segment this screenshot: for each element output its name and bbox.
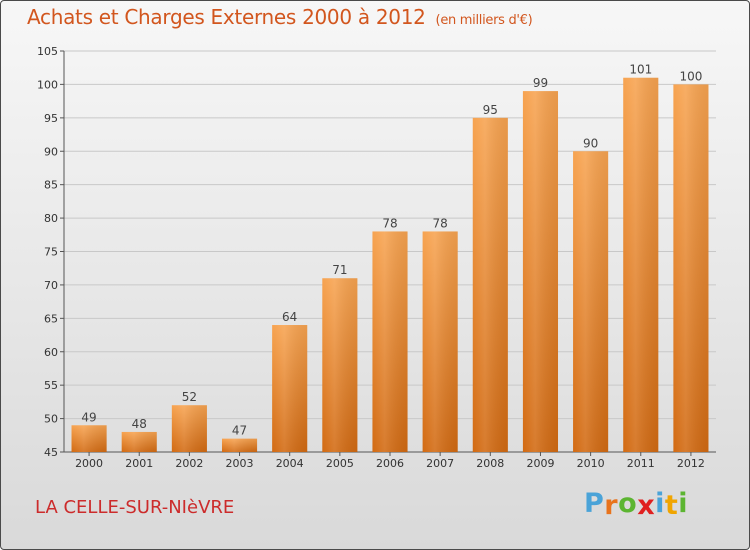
bar-value-label: 78: [433, 216, 448, 230]
x-tick-label: 2010: [577, 457, 605, 470]
y-tick-label: 60: [44, 346, 58, 359]
bar-highlight-2009: [522, 91, 559, 452]
x-tick-label: 2000: [75, 457, 103, 470]
bar-highlight-2005: [322, 278, 358, 452]
bar-highlight-2012: [673, 84, 709, 453]
bar-highlight-2002: [171, 405, 207, 452]
chart-title: Achats et Charges Externes 2000 à 2012 (e…: [27, 5, 533, 29]
bar-highlight-2004: [272, 325, 308, 452]
chart-title-text: Achats et Charges Externes 2000 à 2012: [27, 5, 426, 29]
proxiti-logo: Proxiti: [584, 488, 689, 521]
bar-highlight-2010: [573, 151, 609, 452]
y-tick-label: 45: [44, 446, 58, 459]
y-tick-label: 80: [44, 212, 58, 225]
logo-letter: i: [678, 488, 689, 519]
y-tick-label: 75: [44, 246, 58, 259]
bar-value-label: 101: [629, 63, 652, 77]
bar-highlight-2006: [372, 231, 408, 452]
y-tick-label: 105: [37, 45, 58, 58]
bar-value-label: 49: [81, 410, 96, 424]
x-tick-label: 2006: [376, 457, 404, 470]
x-tick-label: 2012: [677, 457, 705, 470]
logo-letter: r: [604, 490, 619, 521]
y-tick-label: 90: [44, 145, 58, 158]
bars: [71, 77, 709, 453]
logo-letter: t: [664, 490, 679, 521]
axes: 45 50 55 60 65 70 75 80 85 90 95 100 105 2000 2001 2002…: [37, 45, 716, 470]
data-labels: 49 48 52 47 64 71 78 78 95 99 90 101 100: [81, 63, 702, 438]
bar-value-label: 52: [182, 390, 197, 404]
x-tick-label: 2009: [526, 457, 554, 470]
y-tick-label: 95: [44, 112, 58, 125]
bar-highlight-2007: [422, 231, 458, 452]
bar-highlight-2001: [121, 431, 157, 452]
y-tick-label: 85: [44, 179, 58, 192]
bar-value-label: 47: [232, 424, 247, 438]
x-tick-label: 2011: [627, 457, 655, 470]
bar-value-label: 95: [483, 103, 498, 117]
bar-value-label: 100: [679, 69, 702, 83]
bar-highlight-2011: [623, 77, 659, 452]
x-tick-label: 2008: [476, 457, 504, 470]
x-tick-label: 2003: [226, 457, 254, 470]
bar-value-label: 90: [583, 136, 598, 150]
logo-letter: P: [584, 488, 605, 519]
x-tick-label: 2007: [426, 457, 454, 470]
chart-unit: (en milliers d'€): [435, 13, 533, 28]
logo-letter: o: [618, 488, 638, 519]
city-name: LA CELLE-SUR-NIèVRE: [35, 497, 235, 518]
bar-value-label: 99: [533, 76, 548, 90]
logo-letter: x: [637, 490, 656, 521]
y-tick-label: 55: [44, 379, 58, 392]
bar-highlight-2008: [472, 117, 508, 452]
y-tick-label: 70: [44, 279, 58, 292]
x-tick-label: 2002: [175, 457, 203, 470]
y-tick-label: 65: [44, 312, 58, 325]
bar-value-label: 71: [332, 263, 347, 277]
bar-value-label: 64: [282, 310, 297, 324]
x-tick-label: 2004: [276, 457, 304, 470]
y-tick-label: 50: [44, 413, 58, 426]
x-tick-label: 2005: [326, 457, 354, 470]
bar-highlight-2003: [221, 438, 258, 452]
bar-highlight-2000: [71, 425, 107, 452]
logo-letter: i: [655, 488, 665, 519]
bar-value-label: 48: [132, 417, 147, 431]
x-tick-label: 2001: [125, 457, 153, 470]
bar-value-label: 78: [382, 216, 397, 230]
y-tick-label: 100: [37, 78, 58, 91]
